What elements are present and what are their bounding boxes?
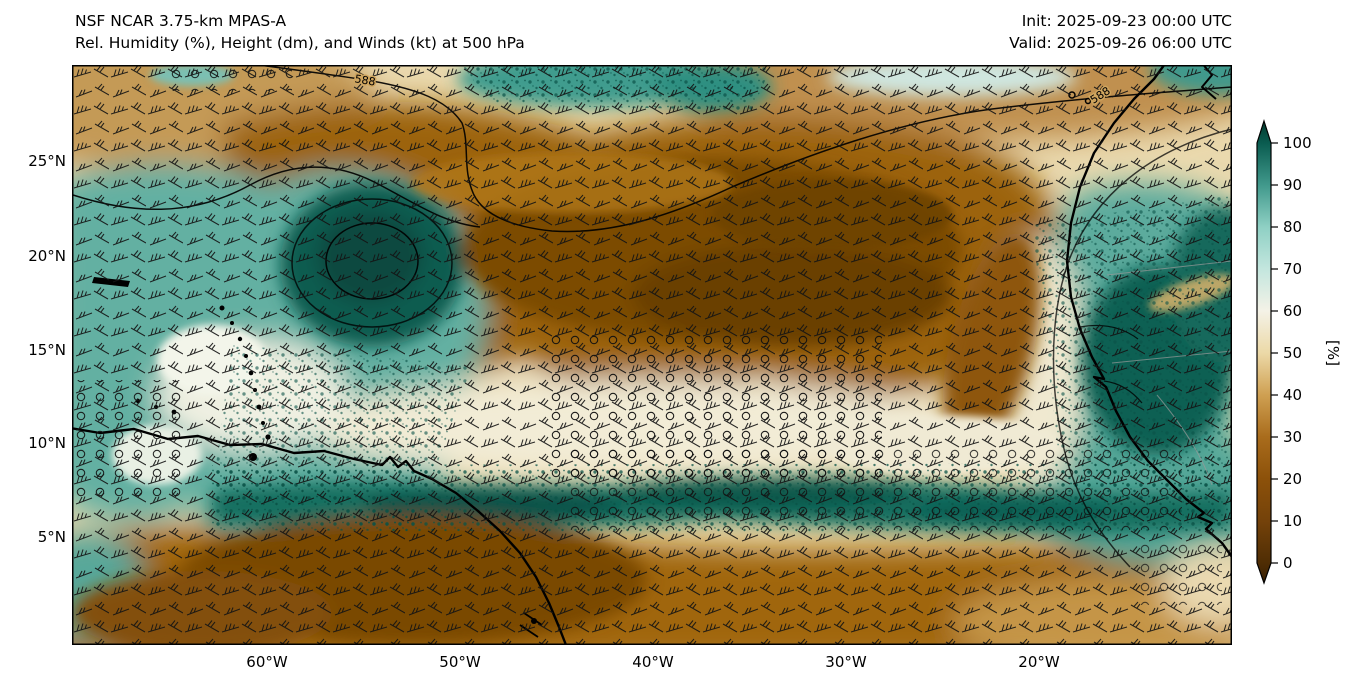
cbar-tick-90: 90 — [1283, 176, 1303, 194]
contour-label-588-a: 588 — [354, 72, 377, 88]
colorbar-ticks — [1271, 142, 1278, 564]
cbar-tick-20: 20 — [1283, 470, 1303, 488]
map-canvas: 588 588 — [72, 65, 1232, 645]
cbar-tick-100: 100 — [1283, 134, 1312, 152]
cbar-tick-70: 70 — [1283, 260, 1303, 278]
lon-tick-30w: 30°W — [825, 653, 867, 671]
valid-time: Valid: 2025-09-26 06:00 UTC — [1009, 34, 1232, 52]
lon-tick-20w: 20°W — [1018, 653, 1060, 671]
lat-tick-25n: 25°N — [28, 152, 66, 170]
lon-tick-50w: 50°W — [439, 653, 481, 671]
wind-barbs — [72, 65, 1232, 645]
cbar-tick-60: 60 — [1283, 302, 1303, 320]
colorbar — [1256, 119, 1278, 585]
cbar-tick-40: 40 — [1283, 386, 1303, 404]
lat-tick-15n: 15°N — [28, 341, 66, 359]
lat-tick-20n: 20°N — [28, 247, 66, 265]
cbar-unit-label: [%] — [1323, 340, 1342, 366]
colorbar-bar — [1256, 119, 1272, 585]
init-time: Init: 2025-09-23 00:00 UTC — [1021, 12, 1232, 30]
model-title: NSF NCAR 3.75-km MPAS-A — [75, 12, 287, 30]
lon-tick-40w: 40°W — [632, 653, 674, 671]
cbar-tick-80: 80 — [1283, 218, 1303, 236]
lat-tick-10n: 10°N — [28, 434, 66, 452]
map-border — [72, 65, 1232, 645]
map-frame: 588 588 — [72, 65, 1232, 645]
lon-tick-60w: 60°W — [246, 653, 288, 671]
field-title: Rel. Humidity (%), Height (dm), and Wind… — [75, 34, 525, 52]
cbar-tick-10: 10 — [1283, 512, 1303, 530]
lat-tick-5n: 5°N — [37, 528, 66, 546]
cbar-tick-0: 0 — [1283, 554, 1293, 572]
cbar-tick-50: 50 — [1283, 344, 1303, 362]
cbar-tick-30: 30 — [1283, 428, 1303, 446]
